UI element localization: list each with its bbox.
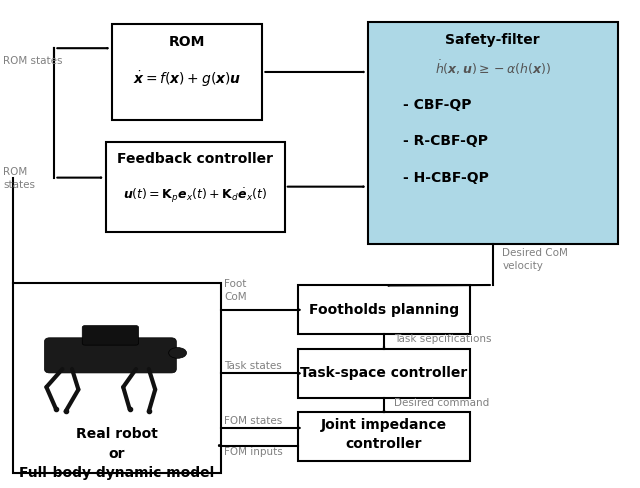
Bar <box>298 285 470 334</box>
Text: Footholds planning: Footholds planning <box>309 303 459 317</box>
Bar <box>13 283 221 473</box>
Text: Safety-filter: Safety-filter <box>445 33 540 47</box>
FancyBboxPatch shape <box>44 338 177 373</box>
Text: Task states: Task states <box>224 361 282 371</box>
Text: Desired command: Desired command <box>394 398 489 407</box>
Text: $\dot{\boldsymbol{x}} = f(\boldsymbol{x}) + g(\boldsymbol{x})\boldsymbol{u}$: $\dot{\boldsymbol{x}} = f(\boldsymbol{x}… <box>133 69 241 89</box>
FancyBboxPatch shape <box>82 325 138 345</box>
Text: Joint impedance
controller: Joint impedance controller <box>321 418 447 451</box>
Text: Task sepcifications: Task sepcifications <box>394 334 491 344</box>
Text: Real robot
or
Full-body dynamic model: Real robot or Full-body dynamic model <box>19 427 214 480</box>
Bar <box>298 412 470 461</box>
Text: $\dot{h}(\boldsymbol{x}, \boldsymbol{u}) \geq -\alpha(h(\boldsymbol{x}))$: $\dot{h}(\boldsymbol{x}, \boldsymbol{u})… <box>435 59 551 77</box>
Ellipse shape <box>168 347 187 358</box>
Text: - H-CBF-QP: - H-CBF-QP <box>403 171 489 185</box>
Text: $\boldsymbol{u}(t) = \mathbf{K}_p\boldsymbol{e}_x(t) + \mathbf{K}_d\dot{\boldsym: $\boldsymbol{u}(t) = \mathbf{K}_p\boldsy… <box>123 186 268 205</box>
Text: Feedback controller: Feedback controller <box>117 152 273 166</box>
Bar <box>106 142 285 232</box>
Text: Task-space controller: Task-space controller <box>300 366 468 380</box>
Bar <box>298 349 470 398</box>
Text: - R-CBF-QP: - R-CBF-QP <box>403 134 488 148</box>
Text: Foot
CoM: Foot CoM <box>224 279 246 302</box>
Text: - CBF-QP: - CBF-QP <box>403 98 472 112</box>
Text: Desired CoM
velocity: Desired CoM velocity <box>502 248 568 271</box>
Bar <box>112 24 262 120</box>
Text: ROM states: ROM states <box>3 56 63 66</box>
Text: ROM: ROM <box>169 35 205 49</box>
Bar <box>368 22 618 244</box>
Text: FOM inputs: FOM inputs <box>224 447 283 457</box>
Text: ROM
states: ROM states <box>3 166 35 190</box>
Text: FOM states: FOM states <box>224 416 282 426</box>
